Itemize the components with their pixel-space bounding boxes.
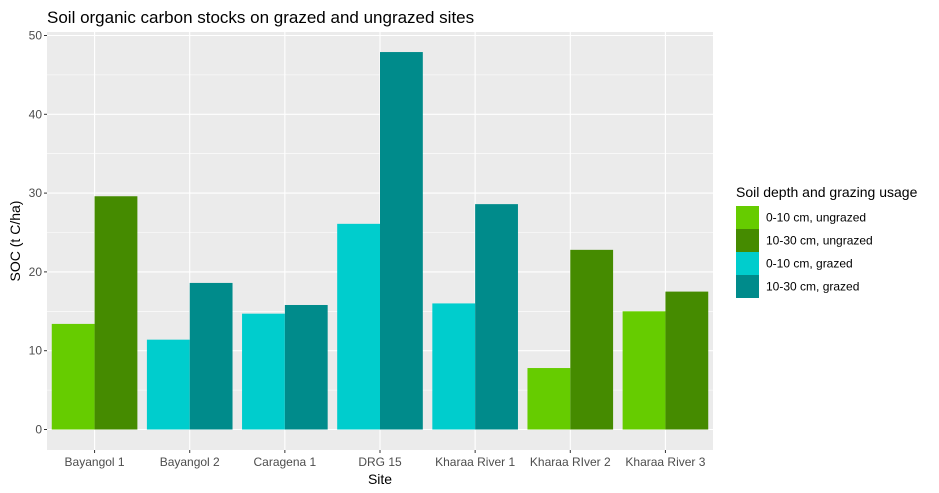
y-tick-label: 30 <box>29 186 43 200</box>
y-tick-label: 50 <box>29 29 43 43</box>
legend-swatch <box>736 206 759 229</box>
legend-label: 0-10 cm, ungrazed <box>766 211 866 225</box>
legend-swatch <box>736 252 759 275</box>
legend: Soil depth and grazing usage 0-10 cm, un… <box>736 184 918 298</box>
bar <box>622 311 666 430</box>
bar <box>284 304 328 430</box>
bar <box>51 323 95 430</box>
bars-layer <box>51 52 709 430</box>
bar <box>570 249 614 430</box>
x-axis-title: Site <box>368 471 392 487</box>
legend-label: 10-30 cm, ungrazed <box>766 234 873 248</box>
bar <box>337 223 380 430</box>
bar <box>189 282 233 430</box>
bar <box>94 196 138 430</box>
legend-label: 0-10 cm, grazed <box>766 257 853 271</box>
bar <box>242 313 285 430</box>
x-tick-label: DRG 15 <box>358 455 402 469</box>
y-axis-title: SOC (t C/ha) <box>7 201 23 282</box>
bar <box>432 303 476 430</box>
bar <box>475 204 518 430</box>
y-tick-label: 0 <box>35 423 42 437</box>
bar <box>146 339 190 430</box>
bar <box>665 291 709 430</box>
legend-swatch <box>736 275 759 298</box>
bar <box>527 368 571 430</box>
legend-swatch <box>736 229 759 252</box>
x-tick-label: Kharaa River 1 <box>435 455 515 469</box>
bar <box>380 52 423 430</box>
legend-label: 10-30 cm, grazed <box>766 280 859 294</box>
y-tick-label: 10 <box>29 344 43 358</box>
x-tick-label: Bayangol 2 <box>160 455 220 469</box>
legend-title: Soil depth and grazing usage <box>736 184 918 200</box>
x-tick-label: Caragena 1 <box>253 455 316 469</box>
x-tick-label: Bayangol 1 <box>65 455 125 469</box>
y-tick-label: 20 <box>29 265 43 279</box>
x-tick-label: Kharaa River 3 <box>625 455 705 469</box>
y-axis: 0 10 20 30 40 50 <box>29 29 47 437</box>
x-tick-label: Kharaa RIver 2 <box>530 455 611 469</box>
y-tick-label: 40 <box>29 107 43 121</box>
chart-title: Soil organic carbon stocks on grazed and… <box>47 8 474 27</box>
x-axis: Bayangol 1 Bayangol 2 Caragena 1 DRG 15 Khar… <box>65 450 706 469</box>
